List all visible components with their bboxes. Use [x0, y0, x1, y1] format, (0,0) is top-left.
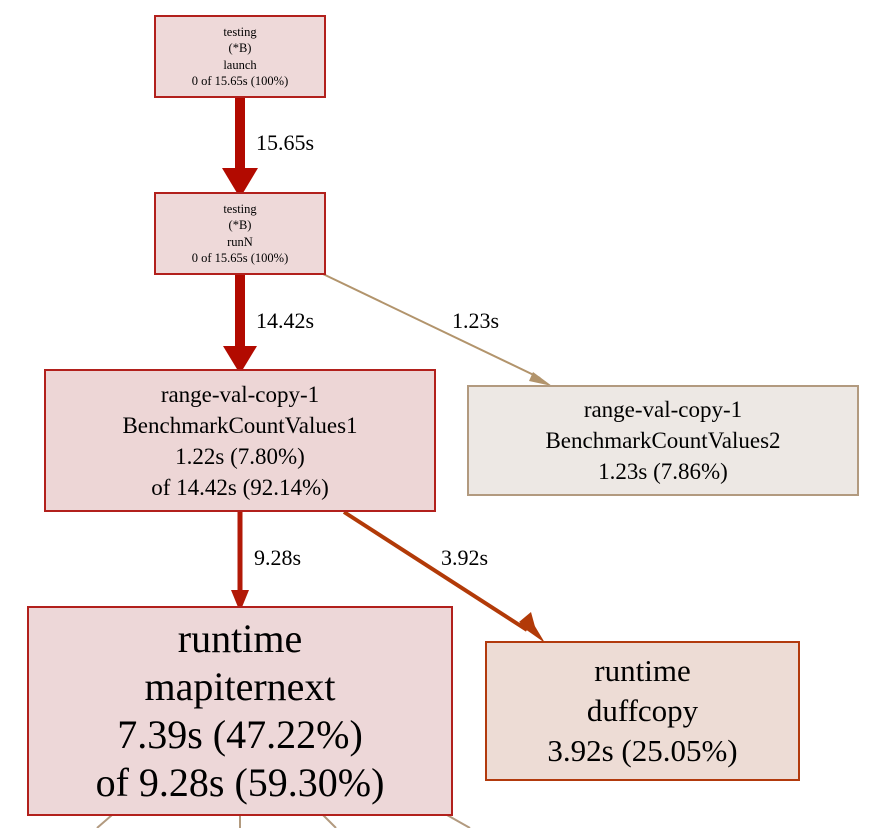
node-line: runtime	[177, 616, 303, 661]
edge-runN-countvalues2[interactable]	[322, 273, 552, 386]
edge-launch-runN[interactable]	[222, 98, 258, 198]
node-testing-runN[interactable]: testing (*B) runN 0 of 15.65s (100%)	[154, 192, 326, 275]
node-line: BenchmarkCountValues1	[122, 412, 358, 438]
node-line: 1.23s (7.86%)	[598, 459, 728, 484]
edge-countvalues1-mapiternext[interactable]	[231, 512, 249, 612]
node-line: 3.92s (25.05%)	[547, 733, 738, 768]
node-benchmark-count-values-2[interactable]: range-val-copy-1 BenchmarkCountValues2 1…	[467, 385, 859, 496]
edge-countvalues1-duffcopy[interactable]	[342, 510, 545, 643]
edge-label-countvalues1-duffcopy: 3.92s	[441, 545, 489, 570]
node-line: (*B)	[228, 218, 252, 232]
node-line: of 14.42s (92.14%)	[151, 474, 329, 500]
node-line: range-val-copy-1	[160, 381, 320, 407]
node-line: runtime	[594, 653, 691, 688]
edge-label-launch-runN: 15.65s	[256, 130, 315, 155]
node-testing-launch[interactable]: testing (*B) launch 0 of 15.65s (100%)	[154, 15, 326, 98]
edge-label-runN-countvalues1: 14.42s	[256, 308, 315, 333]
node-line: testing	[223, 24, 257, 39]
node-benchmark-count-values-1[interactable]: range-val-copy-1 BenchmarkCountValues1 1…	[44, 369, 436, 512]
node-line: 0 of 15.65s (100%)	[191, 251, 289, 265]
edge-label-runN-countvalues2: 1.23s	[452, 308, 500, 333]
edge-label-countvalues1-mapiternext: 9.28s	[254, 545, 302, 570]
node-line: 1.22s (7.80%)	[175, 443, 305, 469]
node-line: of 9.28s (59.30%)	[95, 760, 385, 805]
node-line: runN	[227, 234, 253, 249]
node-line: BenchmarkCountValues2	[545, 428, 781, 453]
node-runtime-duffcopy[interactable]: runtime duffcopy 3.92s (25.05%)	[485, 641, 800, 781]
edge-runN-countvalues1[interactable]	[223, 275, 257, 374]
node-runtime-mapiternext[interactable]: runtime mapiternext 7.39s (47.22%) of 9.…	[27, 606, 453, 816]
node-line: testing	[223, 201, 257, 216]
node-line: range-val-copy-1	[583, 397, 743, 422]
edge-stubs-mapiternext	[96, 814, 471, 828]
node-line: launch	[223, 57, 257, 72]
node-line: mapiternext	[144, 664, 336, 709]
node-line: duffcopy	[586, 693, 699, 728]
node-line: 0 of 15.65s (100%)	[191, 74, 289, 88]
node-line: 7.39s (47.22%)	[117, 712, 363, 757]
node-line: (*B)	[228, 41, 252, 55]
